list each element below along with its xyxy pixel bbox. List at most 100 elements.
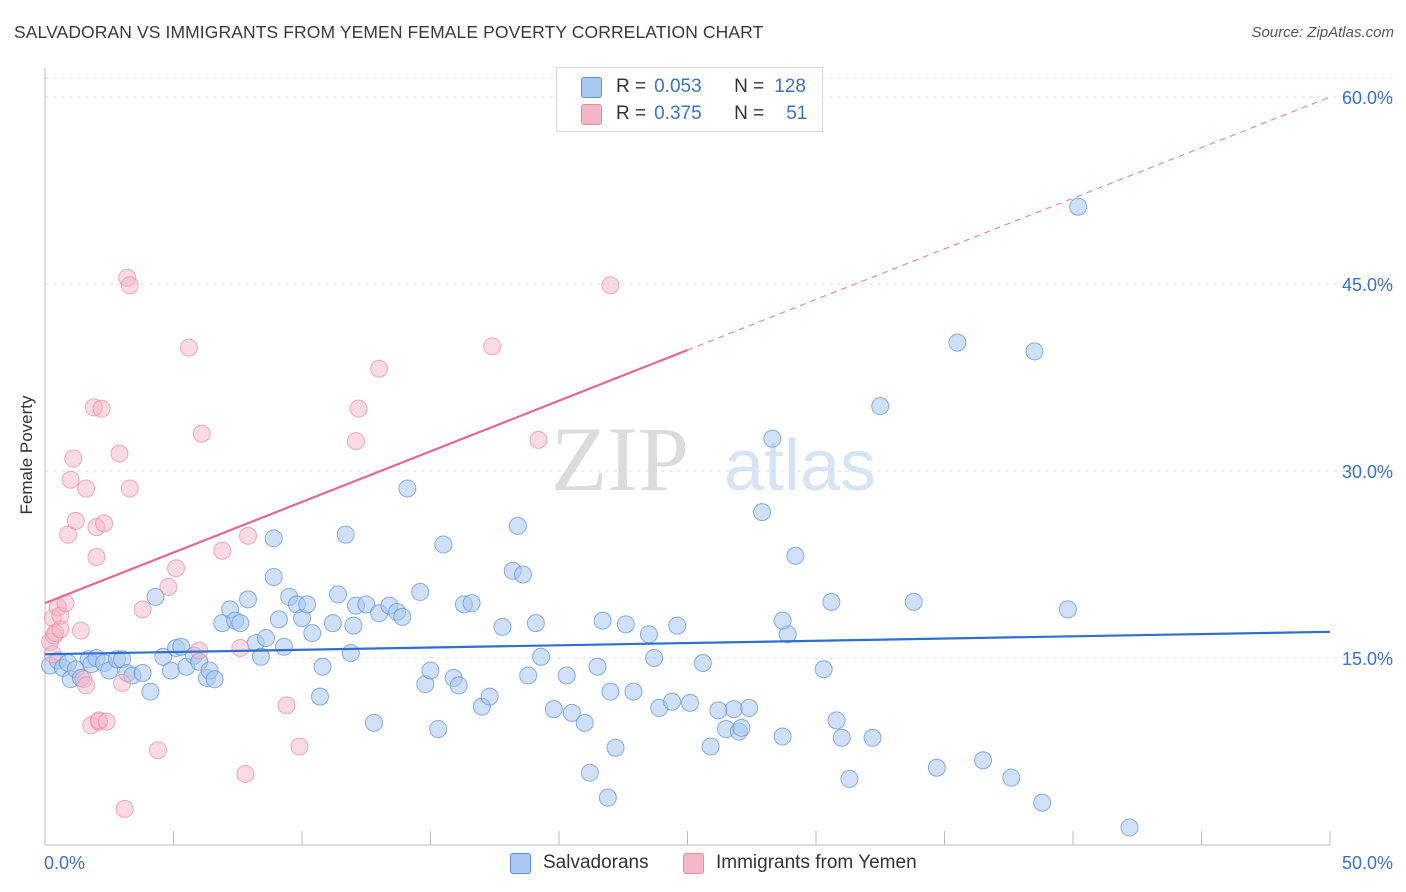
legend-label: Salvadorans <box>543 852 649 873</box>
data-point-salvadorans <box>275 637 294 656</box>
data-point-yemen <box>239 526 258 545</box>
data-point-salvadorans <box>639 625 658 644</box>
correlation-legend: R = 0.053 N = 128 R = 0.375 N = 51 <box>556 67 823 132</box>
data-point-salvadorans <box>364 713 383 732</box>
data-point-yemen <box>120 276 139 295</box>
data-point-yemen <box>179 338 198 357</box>
data-point-salvadorans <box>344 616 363 635</box>
data-point-salvadorans <box>575 713 594 732</box>
tick-labels: 15.0% 30.0% 45.0% 60.0% 0.0% 50.0% <box>44 88 1393 873</box>
data-point-salvadorans <box>593 611 612 630</box>
data-point-salvadorans <box>161 661 180 680</box>
legend-swatch-pink <box>683 852 704 874</box>
data-point-salvadorans <box>1002 768 1021 787</box>
data-point-salvadorans <box>580 763 599 782</box>
data-point-salvadorans <box>740 698 759 717</box>
trend-line-salvadorans <box>44 630 1331 656</box>
legend-r-label: R = <box>616 76 647 97</box>
data-point-yemen <box>77 479 96 498</box>
data-point-salvadorans <box>133 663 152 682</box>
data-point-salvadorans <box>303 624 322 643</box>
data-point-salvadorans <box>693 653 712 672</box>
data-point-salvadorans <box>601 682 620 701</box>
data-point-salvadorans <box>709 701 728 720</box>
data-point-yemen <box>97 712 116 731</box>
data-point-yemen <box>120 479 139 498</box>
data-point-salvadorans <box>269 610 288 629</box>
data-point-salvadorans <box>1058 600 1077 619</box>
data-point-yemen <box>370 359 389 378</box>
data-point-salvadorans <box>1025 342 1044 361</box>
legend-item-yemen: Immigrants from Yemen <box>683 852 917 874</box>
data-point-yemen <box>349 399 368 418</box>
data-point-salvadorans <box>532 647 551 666</box>
data-point-salvadorans <box>1069 197 1088 216</box>
series-salvadorans <box>41 197 1139 837</box>
data-point-salvadorans <box>310 687 329 706</box>
data-point-salvadorans <box>562 703 581 722</box>
watermark: ZIP atlas <box>551 408 876 510</box>
data-point-salvadorans <box>863 728 882 747</box>
data-point-salvadorans <box>1033 793 1052 812</box>
trend-lines <box>44 96 1331 656</box>
data-point-salvadorans <box>264 567 283 586</box>
data-point-yemen <box>95 514 114 533</box>
data-point-salvadorans <box>357 595 376 614</box>
legend-swatch-blue <box>510 852 531 874</box>
data-point-salvadorans <box>927 758 946 777</box>
data-point-salvadorans <box>681 693 700 712</box>
data-point-yemen <box>346 432 365 451</box>
data-point-yemen <box>167 559 186 578</box>
data-point-yemen <box>529 430 548 449</box>
data-point-salvadorans <box>341 644 360 663</box>
data-point-salvadorans <box>141 682 160 701</box>
data-point-yemen <box>231 639 250 658</box>
data-point-salvadorans <box>814 660 833 679</box>
data-point-yemen <box>192 424 211 443</box>
data-point-salvadorans <box>822 592 841 611</box>
legend-item-salvadorans: Salvadorans <box>510 852 649 874</box>
legend-r-label: R = <box>616 103 647 124</box>
data-point-salvadorans <box>449 676 468 695</box>
data-point-yemen <box>290 737 309 756</box>
watermark-zip: ZIP <box>551 408 689 510</box>
data-point-salvadorans <box>328 585 347 604</box>
data-point-salvadorans <box>557 666 576 685</box>
data-point-salvadorans <box>398 479 417 498</box>
legend-n-value: 51 <box>786 103 808 124</box>
data-point-salvadorans <box>588 657 607 676</box>
data-point-salvadorans <box>323 614 342 633</box>
data-point-salvadorans <box>724 700 743 719</box>
legend-n-value: 128 <box>774 76 806 97</box>
data-point-salvadorans <box>773 727 792 746</box>
data-point-yemen <box>87 548 106 567</box>
trend-line-yemen-extension <box>687 96 1331 351</box>
data-point-salvadorans <box>257 629 276 648</box>
data-point-yemen <box>277 696 296 715</box>
data-point-salvadorans <box>948 333 967 352</box>
x-tick-label: 0.0% <box>44 853 85 873</box>
y-axis-title: Female Poverty <box>17 395 36 515</box>
data-point-yemen <box>64 449 83 468</box>
data-point-salvadorans <box>336 525 355 544</box>
axes <box>44 68 1331 846</box>
data-point-yemen <box>113 673 132 692</box>
data-point-yemen <box>71 621 90 640</box>
data-point-salvadorans <box>434 535 453 554</box>
data-point-salvadorans <box>974 751 993 770</box>
legend-r-value: 0.375 <box>654 103 702 124</box>
data-point-salvadorans <box>1120 818 1139 837</box>
data-point-yemen <box>61 470 80 489</box>
legend-n-label: N = <box>734 76 765 97</box>
data-point-salvadorans <box>840 769 859 788</box>
data-point-salvadorans <box>508 516 527 535</box>
data-point-salvadorans <box>480 687 499 706</box>
data-point-yemen <box>236 764 255 783</box>
trend-line-yemen <box>44 349 688 605</box>
data-point-salvadorans <box>827 711 846 730</box>
data-point-salvadorans <box>616 615 635 634</box>
data-point-yemen <box>483 337 502 356</box>
data-point-salvadorans <box>645 649 664 667</box>
data-point-salvadorans <box>462 594 481 613</box>
